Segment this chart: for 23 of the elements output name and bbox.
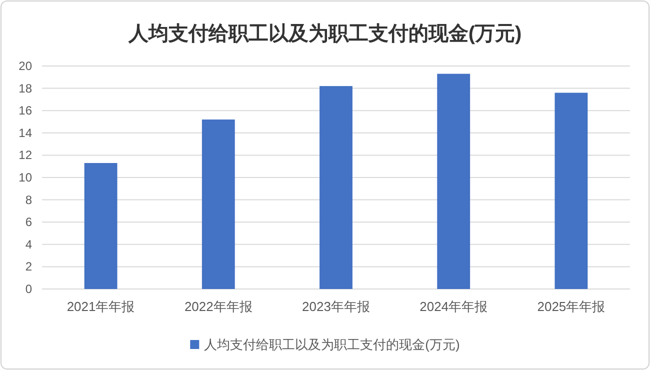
y-tick-label: 16 — [18, 104, 32, 118]
bar — [437, 74, 470, 289]
x-tick-label: 2022年年报 — [184, 299, 252, 314]
y-tick-label: 4 — [25, 237, 32, 252]
bar — [554, 92, 588, 289]
y-tick-label: 14 — [18, 126, 32, 140]
bar — [84, 163, 118, 289]
chart-title: 人均支付给职工以及为职工支付的现金(万元) — [127, 23, 522, 45]
y-tick-label: 10 — [18, 170, 32, 184]
legend-label: 人均支付给职工以及为职工支付的现金(万元) — [204, 337, 460, 352]
x-tick-label: 2023年年报 — [302, 299, 370, 314]
y-tick-label: 6 — [25, 215, 32, 230]
y-tick-label: 12 — [18, 148, 32, 162]
x-tick-label: 2025年年报 — [537, 299, 606, 314]
x-tick-label: 2021年年报 — [66, 299, 135, 314]
y-tick-label: 18 — [18, 81, 32, 96]
y-tick-label: 2 — [25, 260, 32, 274]
y-tick-label: 8 — [25, 192, 32, 207]
y-tick-label: 20 — [18, 59, 32, 73]
bar — [202, 120, 235, 289]
y-tick-label: 0 — [25, 282, 32, 296]
x-tick-label: 2024年年报 — [420, 299, 488, 314]
bar — [320, 86, 352, 289]
